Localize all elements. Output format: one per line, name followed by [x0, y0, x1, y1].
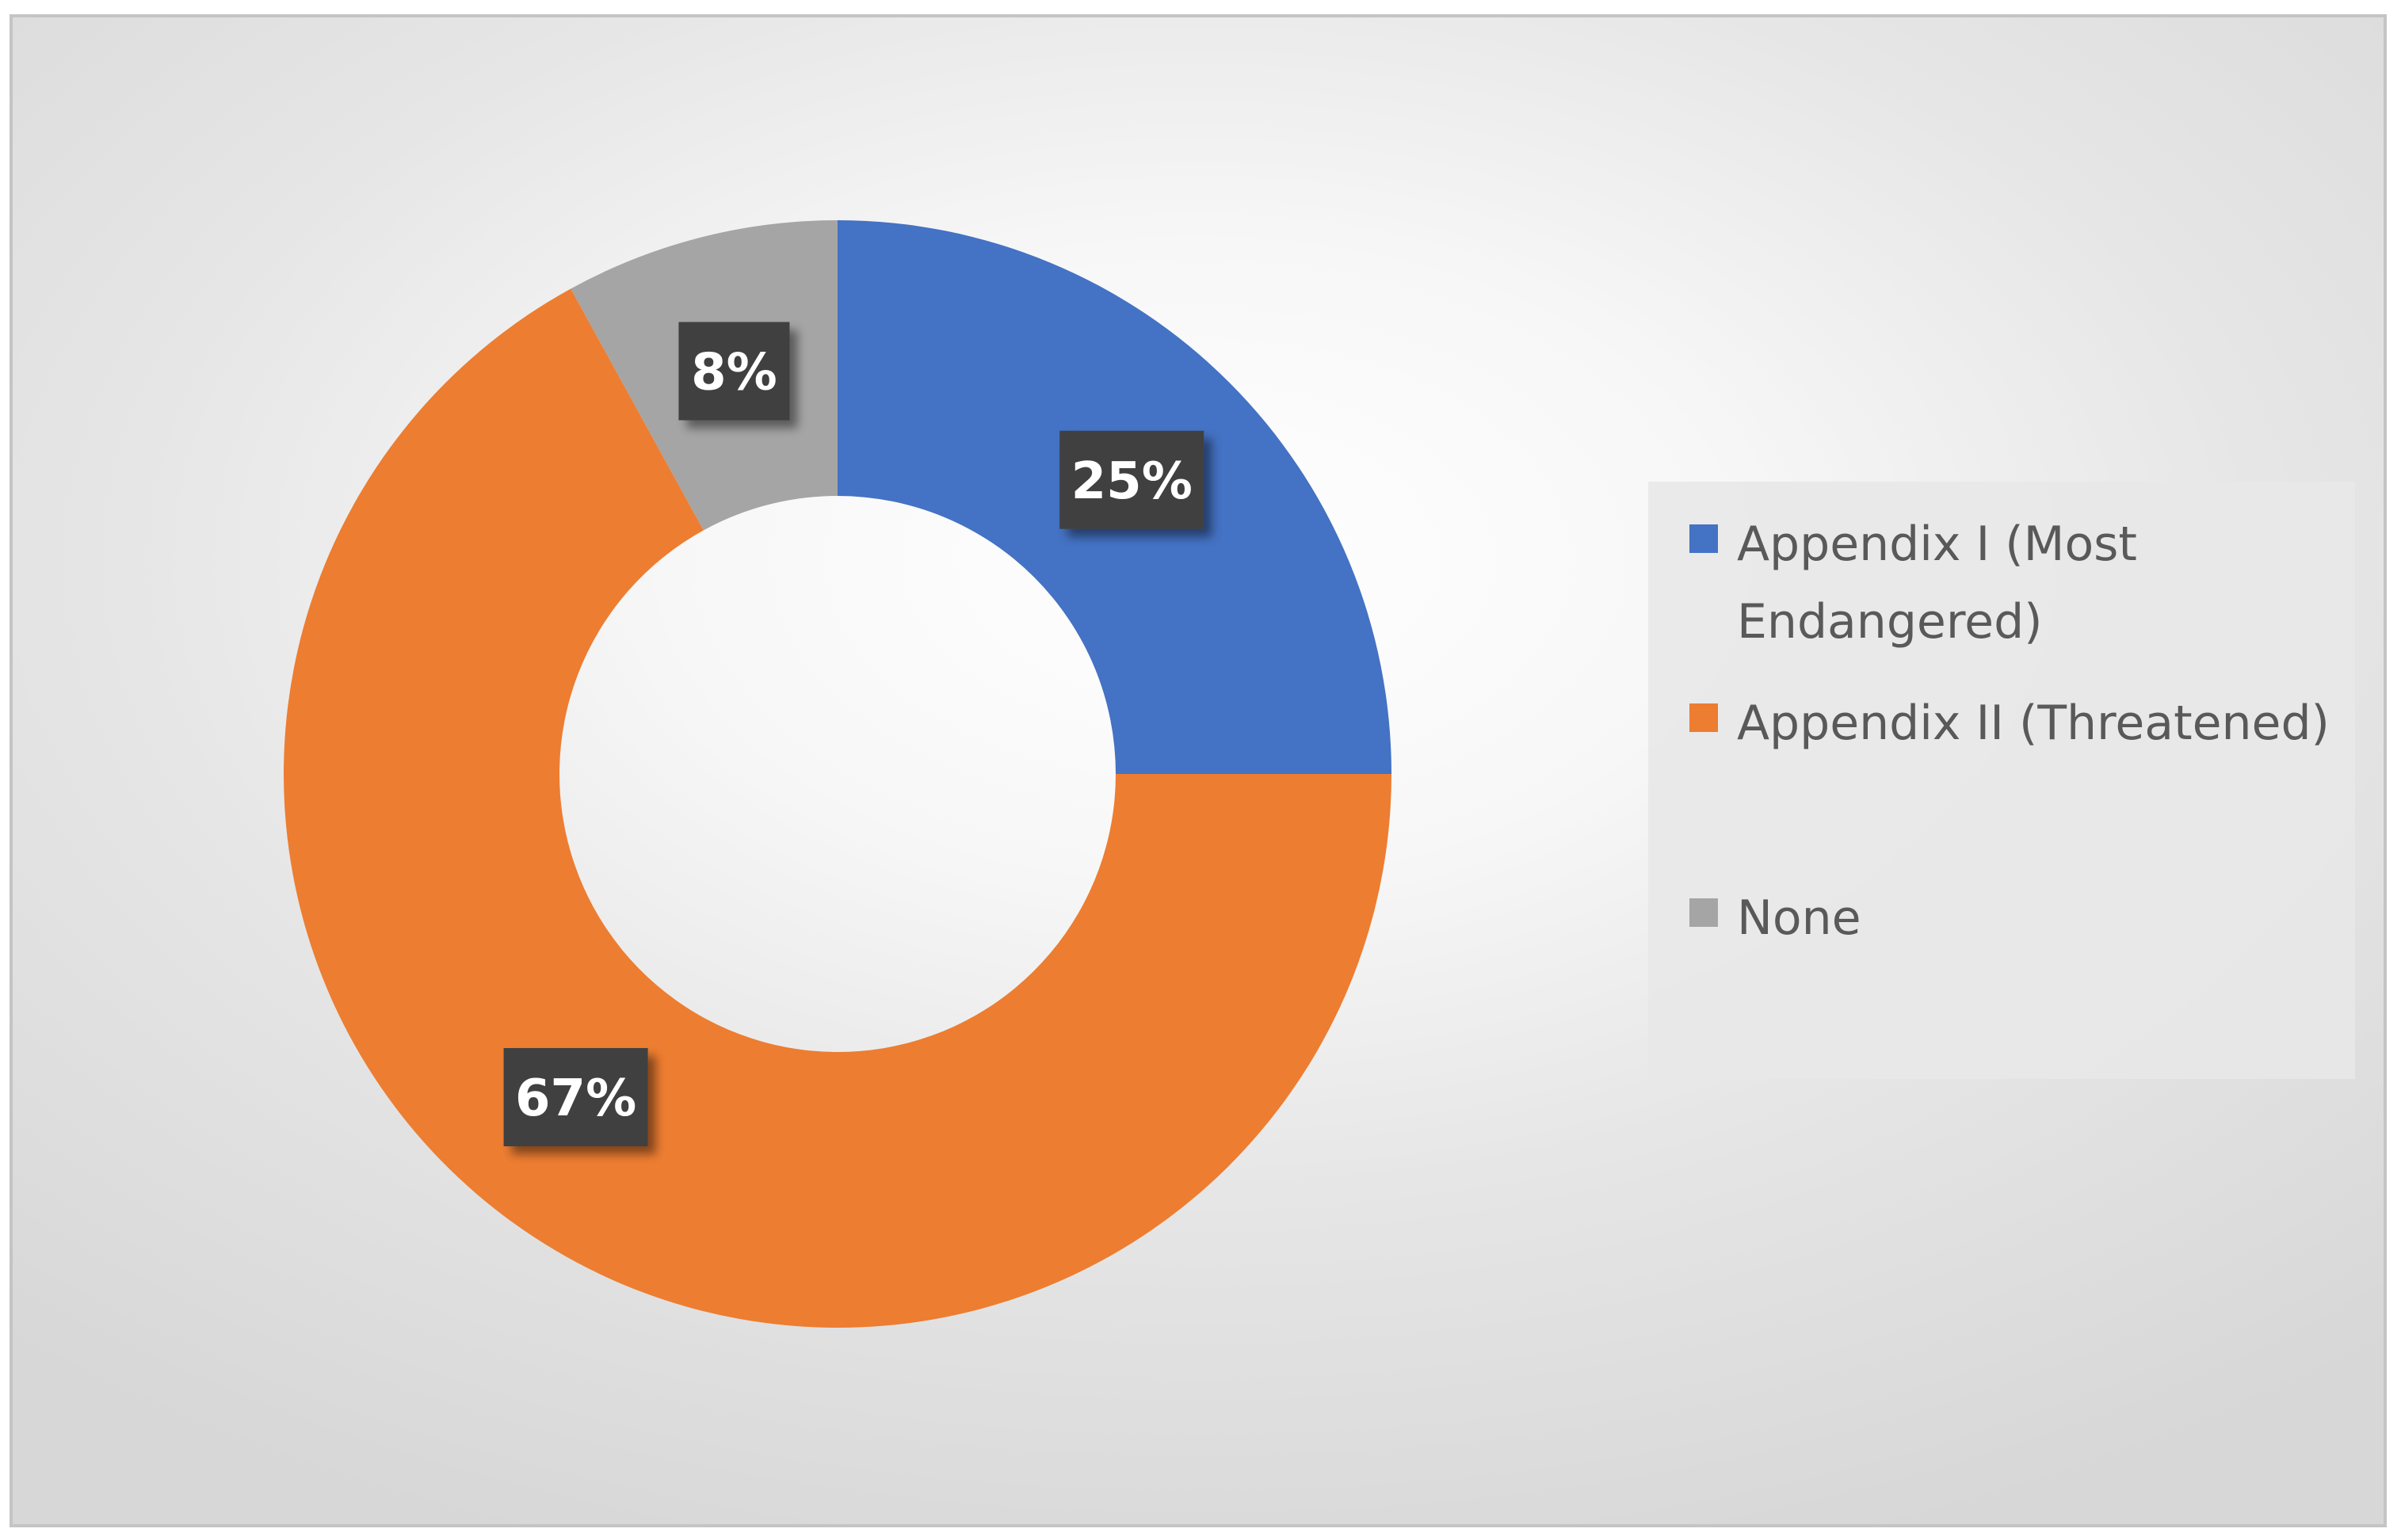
- legend-item-appendix-i: Appendix I (Most Endangered): [1689, 505, 2339, 661]
- legend-swatch-none: [1689, 898, 1718, 927]
- data-label-box: [1059, 430, 1204, 529]
- data-label-text: 25%: [1071, 452, 1193, 511]
- data-label-text: 67%: [515, 1069, 636, 1128]
- legend-swatch-appendix-ii: [1689, 703, 1718, 732]
- data-label-text: 8%: [691, 343, 777, 402]
- data-label-box: [503, 1048, 648, 1147]
- legend-item-none: None: [1689, 879, 2339, 957]
- data-label-appendix-i-most-endangered: 25%: [1059, 430, 1204, 529]
- legend-swatch-appendix-i: [1689, 524, 1718, 553]
- legend-label-none: None: [1737, 890, 1861, 946]
- data-label-box: [678, 322, 790, 421]
- legend-label-appendix-ii: Appendix II (Threatened): [1737, 696, 2330, 751]
- data-label-appendix-ii-threatened: 67%: [503, 1048, 648, 1147]
- chart-area: 25% 67% 8% Appendix I (Most Endangered) Ap…: [10, 14, 2387, 1527]
- legend-label-appendix-i: Appendix I (Most Endangered): [1737, 517, 2137, 650]
- donut-chart: 25% 67% 8%: [284, 220, 1392, 1328]
- legend: Appendix I (Most Endangered) Appendix II…: [1648, 482, 2355, 1079]
- data-label-none: 8%: [678, 322, 790, 421]
- legend-item-appendix-ii: Appendix II (Threatened): [1689, 684, 2339, 762]
